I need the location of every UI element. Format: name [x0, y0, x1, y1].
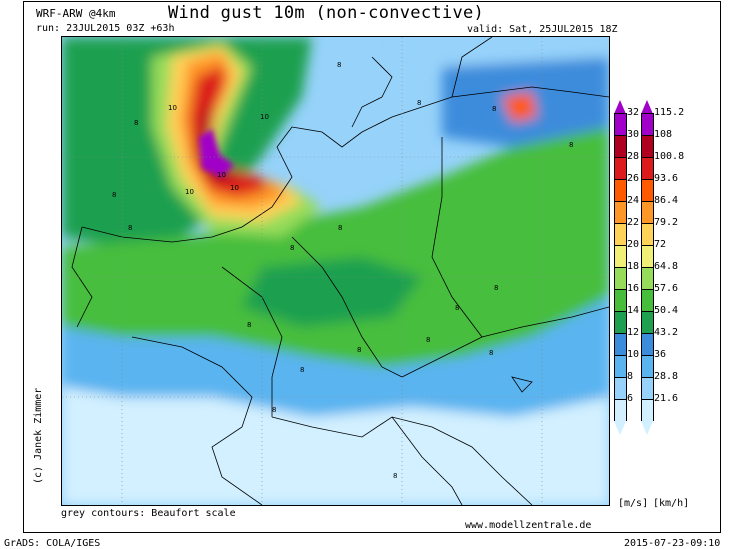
colorbar-step	[615, 399, 626, 421]
colorbar-kmh-tick-label: 43.2	[654, 327, 679, 338]
colorbar-step	[642, 399, 653, 421]
colorbar-step	[642, 113, 653, 135]
map-label: 8	[357, 346, 361, 354]
unit-ms-label: [m/s]	[618, 498, 649, 509]
colorbar-step	[642, 223, 653, 245]
colorbar-kmh-tick-label: 50.4	[654, 305, 679, 316]
colorbar-step	[642, 201, 653, 223]
colorbar-step	[615, 311, 626, 333]
colorbar-kmh-tick-label: 93.6	[654, 173, 679, 184]
colorbar-ms-tick-label: 20	[627, 239, 640, 250]
colorbar-step	[642, 157, 653, 179]
wind-gust-map: 10 10 10 10 10 8 8 8 8 8 8 8 8 8 8 8 8 8…	[61, 36, 610, 506]
map-label: 10	[168, 104, 177, 112]
colorbar-kmh-tick-label: 36	[654, 349, 667, 360]
map-label: 8	[393, 472, 397, 480]
colorbar-step	[615, 245, 626, 267]
timestamp-label: 2015-07-23-09:10	[624, 538, 721, 549]
colorbar-step	[615, 289, 626, 311]
colorbar-step	[642, 355, 653, 377]
colorbar-ms-tick-label: 32	[627, 107, 640, 118]
colorbar-kmh-underflow-arrow	[641, 421, 653, 435]
colorbar-ms-tick-label: 18	[627, 261, 640, 272]
colorbar-step	[615, 179, 626, 201]
map-field: 10 10 10 10 10 8 8 8 8 8 8 8 8 8 8 8 8 8…	[62, 37, 609, 505]
figure-frame	[23, 1, 721, 533]
map-label: 8	[455, 304, 459, 312]
colorbar-ms-tick-label: 22	[627, 217, 640, 228]
map-label: 8	[426, 336, 430, 344]
chart-title: Wind gust 10m (non-convective)	[168, 3, 485, 23]
map-label: 8	[494, 284, 498, 292]
colorbar-kmh	[641, 113, 654, 421]
colorbar-kmh-tick-label: 57.6	[654, 283, 679, 294]
colorbar-ms-tick-label: 24	[627, 195, 640, 206]
map-label: 8	[337, 61, 341, 69]
colorbar-kmh-overflow-arrow	[641, 100, 653, 114]
map-label: 8	[112, 191, 116, 199]
map-label: 8	[338, 224, 342, 232]
colorbar-kmh-tick-label: 72	[654, 239, 667, 250]
colorbar-ms-tick-label: 26	[627, 173, 640, 184]
colorbar-ms-tick-label: 14	[627, 305, 640, 316]
colorbar-ms	[614, 113, 627, 421]
colorbar-step	[615, 377, 626, 399]
colorbar-step	[615, 355, 626, 377]
map-label: 8	[417, 99, 421, 107]
colorbar-kmh-tick-label: 100.8	[654, 151, 685, 162]
map-label: 8	[134, 119, 138, 127]
map-label: 8	[489, 349, 493, 357]
colorbar-ms-underflow-arrow	[614, 421, 626, 435]
map-label: 10	[260, 113, 269, 121]
colorbar-step	[642, 135, 653, 157]
map-label: 8	[128, 224, 132, 232]
colorbar-step	[642, 333, 653, 355]
colorbar-step	[615, 267, 626, 289]
colorbar-kmh-tick-label: 79.2	[654, 217, 679, 228]
colorbar-step	[615, 201, 626, 223]
colorbar-kmh-tick-label: 108	[654, 129, 673, 140]
map-label: 10	[217, 171, 226, 179]
map-label: 8	[492, 105, 496, 113]
colorbar-ms-tick-label: 28	[627, 151, 640, 162]
valid-time-label: valid: Sat, 25JUL2015 18Z	[467, 24, 618, 35]
colorbar-kmh-tick-label: 86.4	[654, 195, 679, 206]
run-label: run: 23JUL2015 03Z +63h	[36, 23, 175, 34]
map-label: 8	[247, 321, 251, 329]
map-label: 10	[230, 184, 239, 192]
colorbar-ms-tick-label: 8	[627, 371, 634, 382]
colorbar-step	[615, 333, 626, 355]
colorbar-ms-tick-label: 30	[627, 129, 640, 140]
colorbar-kmh-tick-label: 21.6	[654, 393, 679, 404]
map-label: 8	[300, 366, 304, 374]
colorbar-ms-tick-label: 10	[627, 349, 640, 360]
colorbar-kmh-tick-label: 115.2	[654, 107, 685, 118]
unit-kmh-label: [km/h]	[653, 498, 690, 509]
colorbar-step	[642, 377, 653, 399]
website-label: www.modellzentrale.de	[465, 520, 592, 531]
colorbar-step	[615, 135, 626, 157]
software-label: GrADS: COLA/IGES	[4, 538, 101, 549]
colorbar-step	[642, 179, 653, 201]
map-label: 8	[290, 244, 294, 252]
colorbar-step	[642, 267, 653, 289]
colorbar-ms-tick-label: 12	[627, 327, 640, 338]
model-label: WRF-ARW @4km	[36, 7, 116, 20]
colorbar-step	[642, 245, 653, 267]
colorbar-step	[615, 157, 626, 179]
colorbar-ms-tick-label: 6	[627, 393, 634, 404]
colorbar-kmh-tick-label: 64.8	[654, 261, 679, 272]
map-label: 8	[272, 406, 276, 414]
contours-note: grey contours: Beaufort scale	[61, 508, 236, 519]
colorbar-kmh-tick-label: 28.8	[654, 371, 679, 382]
author-credit: (c) Janek Zimmer	[33, 387, 44, 484]
colorbar-step	[642, 289, 653, 311]
map-label: 8	[569, 141, 573, 149]
colorbar-step	[615, 113, 626, 135]
colorbar-step	[615, 223, 626, 245]
colorbar-ms-overflow-arrow	[614, 100, 626, 114]
colorbar-ms-tick-label: 16	[627, 283, 640, 294]
map-label: 10	[185, 188, 194, 196]
colorbar-step	[642, 311, 653, 333]
